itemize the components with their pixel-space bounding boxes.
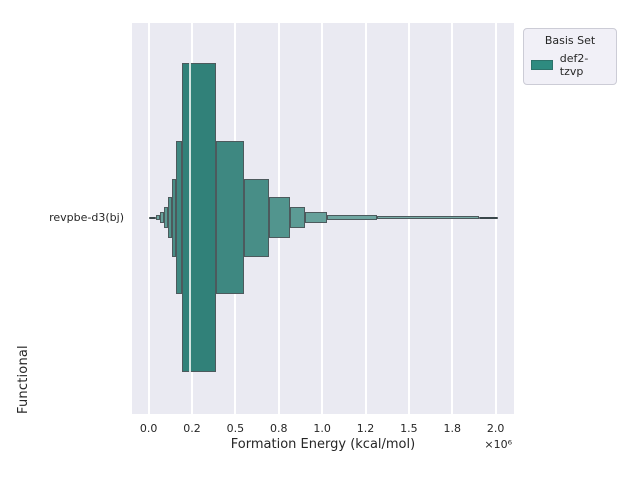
boxen-box [327,214,378,221]
boxen-box [289,207,306,228]
x-tick-label: 0.2 [183,422,201,435]
legend-entry-label: def2-tzvp [559,52,589,78]
boxen-box [159,212,164,223]
x-axis-offset-text: ×10⁶ [484,438,512,451]
median-line [188,63,191,372]
x-tick-label: 0.8 [270,422,288,435]
x-tick-label: 1.2 [356,422,375,435]
plot-area [132,23,514,414]
whisker-line [149,216,157,219]
boxen-box [377,215,479,220]
legend-entry: def2-tzvp [531,52,609,78]
x-tick-label: 1.0 [313,422,331,435]
whisker-line [478,216,499,219]
boxen-box [176,140,183,295]
legend-swatch [531,60,553,70]
boxen-box [156,214,160,221]
gridline [147,23,150,414]
x-tick-label: 1.5 [400,422,418,435]
x-tick-label: 0.5 [226,422,245,435]
boxen-box [268,197,290,238]
boxen-box [167,197,173,238]
x-tick-label: 0.0 [139,422,158,435]
x-tick-label: 2.0 [486,422,505,435]
x-tick-label: 1.8 [443,422,461,435]
legend: Basis Set def2-tzvp [523,28,617,85]
boxen-box [172,178,177,257]
x-tick-labels: 0.0 0.2 0.5 0.8 1.0 1.2 1.5 1.8 2.0 [132,422,514,436]
boxen-box [305,212,328,223]
boxen-box [244,178,269,257]
legend-title: Basis Set [544,34,596,47]
boxen-box [182,63,216,372]
x-axis-label: Formation Energy (kcal/mol) [230,437,416,452]
boxen-box [215,140,245,295]
y-tick-label: revpbe-d3(bj) [49,211,124,224]
boxen-box [163,207,168,228]
